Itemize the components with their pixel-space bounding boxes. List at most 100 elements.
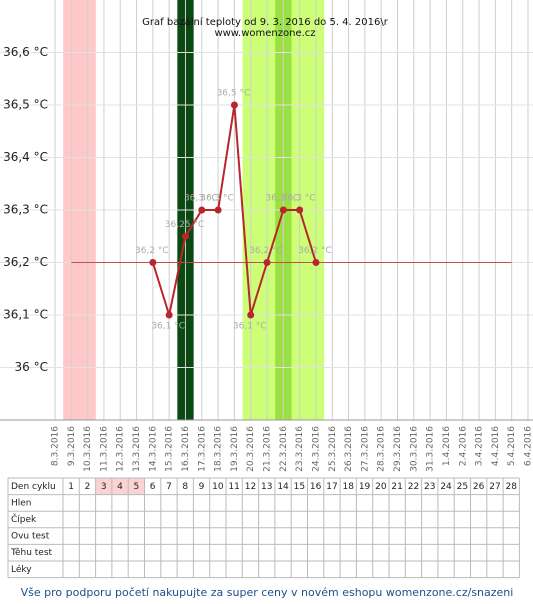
- day-number: 9: [199, 482, 205, 492]
- day-number: 4: [117, 482, 123, 492]
- day-number: 10: [212, 482, 224, 492]
- x-tick-label: 19.3.2016: [230, 426, 240, 472]
- y-tick-label: 36,2 °C: [3, 255, 48, 269]
- temperature-point: [149, 259, 157, 266]
- y-tick-label: 36,4 °C: [3, 150, 48, 164]
- day-number: 15: [294, 482, 305, 492]
- x-tick-label: 12.3.2016: [116, 426, 126, 472]
- temperature-point: [263, 259, 271, 266]
- x-tick-label: 9.3.2016: [67, 426, 77, 466]
- day-number: 3: [101, 482, 107, 492]
- x-tick-label: 23.3.2016: [295, 426, 305, 472]
- day-number: 23: [424, 482, 435, 492]
- x-tick-label: 13.3.2016: [132, 426, 142, 472]
- temperature-point: [230, 101, 238, 109]
- day-number: 18: [343, 482, 355, 492]
- x-tick-label: 29.3.2016: [393, 426, 403, 472]
- value-label: 36,2 °C: [249, 246, 283, 256]
- row-header: Čípek: [11, 513, 37, 525]
- day-number: 22: [408, 482, 419, 492]
- y-tick-label: 36,3 °C: [3, 203, 48, 217]
- x-tick-label: 26.3.2016: [344, 426, 354, 472]
- day-highlight: [128, 478, 145, 495]
- value-label: 36,1 °C: [151, 322, 185, 332]
- y-tick-label: 36,1 °C: [3, 308, 48, 322]
- x-tick-label: 4.4.2016: [491, 426, 501, 466]
- x-tick-label: 2.4.2016: [458, 426, 468, 466]
- value-label: 36,25 °C: [165, 220, 204, 230]
- footer-link[interactable]: Vše pro podporu početí nakupujte za supe…: [21, 586, 514, 599]
- temperature-point: [296, 206, 304, 214]
- day-number: 11: [228, 482, 239, 492]
- x-tick-label: 20.3.2016: [246, 426, 256, 472]
- x-tick-label: 30.3.2016: [409, 426, 419, 472]
- x-tick-label: 28.3.2016: [377, 426, 387, 472]
- value-label: 36,5 °C: [217, 89, 251, 99]
- row-header: Den cyklu: [11, 482, 56, 492]
- temperature-point: [247, 311, 255, 319]
- x-tick-label: 14.3.2016: [148, 426, 158, 472]
- row-header: Léky: [11, 564, 32, 575]
- x-tick-label: 27.3.2016: [360, 426, 370, 472]
- day-number: 16: [310, 482, 322, 492]
- day-number: 7: [166, 482, 172, 492]
- day-number: 14: [277, 482, 289, 492]
- x-tick-label: 8.3.2016: [51, 426, 61, 466]
- day-highlight: [95, 478, 112, 495]
- day-number: 2: [85, 482, 91, 492]
- day-number: 13: [261, 482, 272, 492]
- x-tick-label: 15.3.2016: [165, 426, 175, 472]
- temperature-point: [198, 206, 206, 214]
- day-number: 17: [326, 482, 337, 492]
- day-number: 26: [473, 482, 485, 492]
- x-tick-label: 22.3.2016: [279, 426, 289, 472]
- x-tick-label: 17.3.2016: [197, 426, 207, 472]
- x-tick-label: 1.4.2016: [442, 426, 452, 466]
- day-number: 6: [150, 482, 156, 492]
- temperature-point: [312, 259, 320, 266]
- day-highlight: [111, 478, 129, 495]
- row-header: Ovu test: [11, 532, 50, 542]
- temperature-point: [279, 206, 287, 214]
- x-tick-label: 6.4.2016: [523, 426, 533, 466]
- x-tick-label: 5.4.2016: [507, 426, 517, 466]
- x-tick-label: 25.3.2016: [328, 426, 338, 472]
- value-label: 36,3 °C: [282, 194, 316, 204]
- value-label: 36,3 °C: [265, 194, 299, 204]
- x-tick-label: 24.3.2016: [311, 426, 321, 472]
- chart-subtitle: www.womenzone.cz: [214, 28, 315, 39]
- day-number: 5: [133, 482, 139, 492]
- y-tick-label: 36,5 °C: [3, 98, 48, 112]
- value-label: 36,2 °C: [298, 246, 332, 256]
- temperature-point: [214, 206, 222, 214]
- row-header: Hlen: [11, 498, 32, 508]
- day-number: 8: [182, 482, 188, 492]
- y-tick-label: 36 °C: [15, 360, 48, 374]
- day-number: 12: [245, 482, 256, 492]
- chart-title: Graf bazální teploty od 9. 3. 2016 do 5.…: [142, 16, 389, 28]
- x-tick-label: 3.4.2016: [475, 426, 485, 466]
- day-number: 28: [506, 482, 518, 492]
- x-tick-label: 18.3.2016: [214, 426, 224, 472]
- day-number: 20: [375, 482, 387, 492]
- day-number: 21: [391, 482, 402, 492]
- x-tick-label: 31.3.2016: [426, 426, 436, 472]
- day-number: 24: [440, 482, 452, 492]
- x-tick-label: 16.3.2016: [181, 426, 191, 472]
- x-tick-label: 10.3.2016: [83, 426, 93, 472]
- x-tick-label: 21.3.2016: [263, 426, 273, 472]
- row-header: Těhu test: [10, 548, 53, 558]
- day-number: 1: [68, 482, 74, 492]
- y-tick-label: 36,6 °C: [3, 45, 48, 59]
- day-number: 25: [457, 482, 468, 492]
- temperature-point: [181, 232, 189, 240]
- value-label: 36,1 °C: [233, 322, 267, 332]
- day-number: 27: [489, 482, 500, 492]
- x-tick-label: 11.3.2016: [99, 426, 109, 472]
- value-label: 36,2 °C: [135, 246, 169, 256]
- value-label: 36,3 °C: [200, 194, 234, 204]
- temperature-point: [165, 311, 173, 319]
- day-number: 19: [359, 482, 371, 492]
- value-label: 36,3 °C: [184, 194, 218, 204]
